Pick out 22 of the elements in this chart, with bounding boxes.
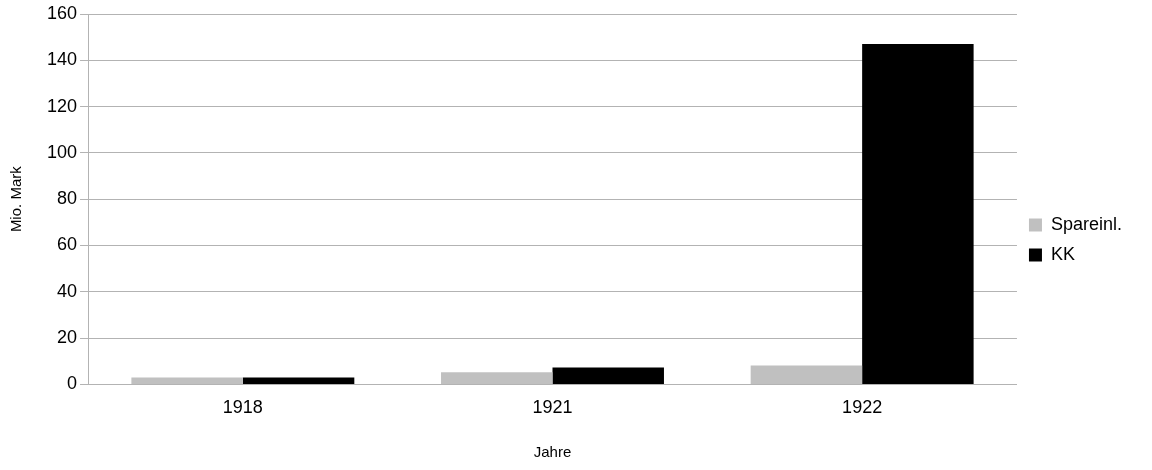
bar xyxy=(750,365,863,384)
y-tick-label: 40 xyxy=(57,280,78,301)
x-tick-label: 1918 xyxy=(222,397,263,418)
x-tick-label: 1921 xyxy=(532,397,573,418)
y-tick-label: 0 xyxy=(67,373,78,394)
y-tick-label: 80 xyxy=(57,188,78,209)
legend-label: KK xyxy=(1050,243,1075,264)
bar xyxy=(862,44,974,384)
y-tick-label: 20 xyxy=(57,327,78,348)
y-tick-label: 100 xyxy=(46,141,78,162)
y-tick-label: 120 xyxy=(46,95,78,116)
x-tick-label: 1922 xyxy=(842,397,883,418)
bar xyxy=(131,377,243,384)
bar xyxy=(441,372,553,384)
bar xyxy=(242,377,355,384)
x-axis-title: Jahre xyxy=(533,443,572,461)
y-tick-label: 160 xyxy=(46,2,78,23)
y-axis-title: Mio. Mark xyxy=(7,165,25,233)
y-tick-label: 140 xyxy=(46,49,78,70)
legend-label: Spareinl. xyxy=(1050,213,1122,234)
bar xyxy=(552,367,664,384)
y-tick-label: 60 xyxy=(57,234,78,255)
